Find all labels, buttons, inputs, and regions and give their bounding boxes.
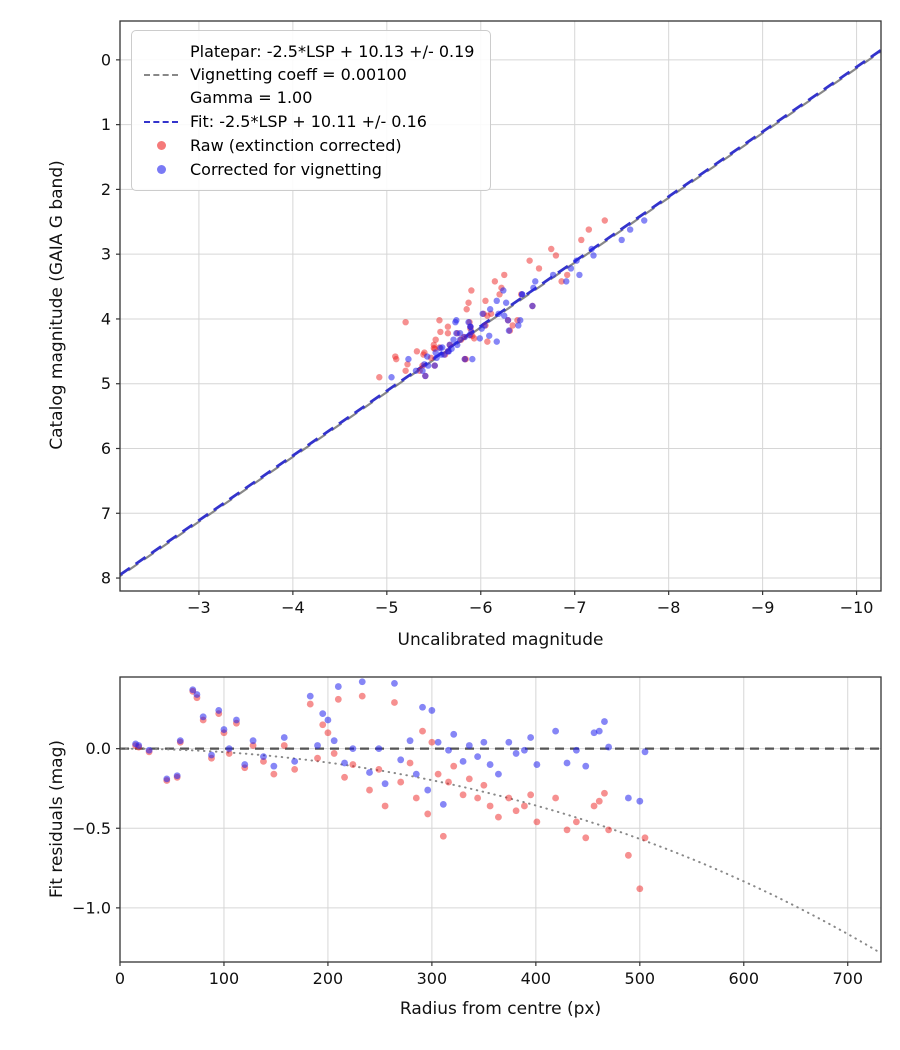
svg-text:0: 0 xyxy=(101,50,111,69)
bottom-chart: 0 100 200 300 400 500 600 700 0.0 −0.5 −1.0 xyxy=(72,676,882,988)
fit-line-sample xyxy=(144,120,178,123)
legend-label-vignetting-coeff: Vignetting coeff = 0.00100 xyxy=(190,65,407,84)
legend-entry-platepar: Platepar: -2.5*LSP + 10.13 +/- 0.19 Vign… xyxy=(144,40,474,109)
bottom-yaxis-label: Fit residuals (mag) xyxy=(47,740,67,898)
svg-text:0: 0 xyxy=(115,969,125,988)
corrected-marker-sample xyxy=(156,165,166,174)
svg-text:−7: −7 xyxy=(563,598,587,617)
legend-label-raw: Raw (extinction corrected) xyxy=(190,136,402,155)
svg-text:200: 200 xyxy=(313,969,344,988)
svg-text:2: 2 xyxy=(101,180,111,199)
legend-label-fit: Fit: -2.5*LSP + 10.11 +/- 0.16 xyxy=(190,112,427,131)
platepar-line-sample xyxy=(144,73,178,76)
svg-text:5: 5 xyxy=(101,374,111,393)
legend-entry-fit: Fit: -2.5*LSP + 10.11 +/- 0.16 xyxy=(144,110,474,133)
svg-text:500: 500 xyxy=(625,969,656,988)
svg-text:600: 600 xyxy=(728,969,759,988)
svg-text:−10: −10 xyxy=(840,598,874,617)
svg-text:400: 400 xyxy=(521,969,552,988)
svg-text:1: 1 xyxy=(101,115,111,134)
svg-text:−5: −5 xyxy=(375,598,399,617)
svg-text:100: 100 xyxy=(209,969,240,988)
svg-text:3: 3 xyxy=(101,245,111,264)
top-chart: −3 −4 −5 −6 −7 −8 −9 −10 0 1 2 3 4 5 6 7 8 xyxy=(101,20,882,617)
legend-entry-raw: Raw (extinction corrected) xyxy=(144,134,474,157)
legend-label-platepar: Platepar: -2.5*LSP + 10.13 +/- 0.19 xyxy=(190,42,475,61)
svg-text:−3: −3 xyxy=(187,598,211,617)
svg-text:−1.0: −1.0 xyxy=(72,898,111,917)
svg-text:−4: −4 xyxy=(281,598,305,617)
svg-text:6: 6 xyxy=(101,439,111,458)
top-xaxis-label: Uncalibrated magnitude xyxy=(397,630,604,650)
svg-text:−9: −9 xyxy=(751,598,775,617)
legend-label-gamma: Gamma = 1.00 xyxy=(190,88,313,107)
svg-text:7: 7 xyxy=(101,504,111,523)
svg-text:700: 700 xyxy=(832,969,863,988)
svg-text:−8: −8 xyxy=(657,598,681,617)
svg-text:300: 300 xyxy=(417,969,448,988)
legend-label-corrected: Corrected for vignetting xyxy=(190,160,382,179)
bottom-xaxis-label: Radius from centre (px) xyxy=(399,999,602,1019)
svg-text:8: 8 xyxy=(101,569,111,588)
legend: Platepar: -2.5*LSP + 10.13 +/- 0.19 Vign… xyxy=(131,30,492,191)
raw-marker-sample xyxy=(156,141,166,150)
legend-entry-corrected: Corrected for vignetting xyxy=(144,158,474,181)
svg-text:0.0: 0.0 xyxy=(86,739,111,758)
top-yaxis-label: Catalog magnitude (GAIA G band) xyxy=(47,160,67,450)
svg-text:−0.5: −0.5 xyxy=(72,819,111,838)
svg-text:4: 4 xyxy=(101,309,111,328)
svg-text:−6: −6 xyxy=(469,598,493,617)
